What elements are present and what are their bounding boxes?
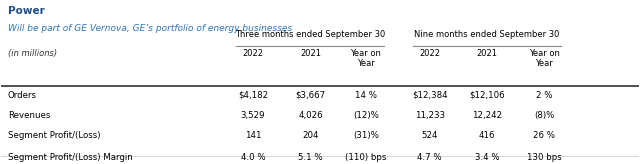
Text: (8)%: (8)% <box>534 111 554 120</box>
Text: $4,182: $4,182 <box>238 91 268 100</box>
Text: Orders: Orders <box>8 91 36 100</box>
Text: Segment Profit/(Loss) Margin: Segment Profit/(Loss) Margin <box>8 153 132 162</box>
Text: 26 %: 26 % <box>533 131 556 140</box>
Text: 141: 141 <box>245 131 261 140</box>
Text: Segment Profit/(Loss): Segment Profit/(Loss) <box>8 131 100 140</box>
Text: (in millions): (in millions) <box>8 49 57 58</box>
Text: 4.0 %: 4.0 % <box>241 153 266 162</box>
Text: Power: Power <box>8 6 45 16</box>
Text: 2022: 2022 <box>419 49 440 58</box>
Text: 3,529: 3,529 <box>241 111 266 120</box>
Text: 3.4 %: 3.4 % <box>475 153 499 162</box>
Text: (12)%: (12)% <box>353 111 379 120</box>
Text: Year on
Year: Year on Year <box>351 49 381 68</box>
Text: 4.7 %: 4.7 % <box>417 153 442 162</box>
Text: Year on
Year: Year on Year <box>529 49 560 68</box>
Text: $12,106: $12,106 <box>469 91 505 100</box>
Text: 4,026: 4,026 <box>298 111 323 120</box>
Text: 12,242: 12,242 <box>472 111 502 120</box>
Text: 2022: 2022 <box>243 49 264 58</box>
Text: Nine months ended September 30: Nine months ended September 30 <box>414 30 559 39</box>
Text: 2021: 2021 <box>476 49 497 58</box>
Text: 2021: 2021 <box>300 49 321 58</box>
Text: 14 %: 14 % <box>355 91 377 100</box>
Text: 11,233: 11,233 <box>415 111 445 120</box>
Text: 5.1 %: 5.1 % <box>298 153 323 162</box>
Text: 416: 416 <box>479 131 495 140</box>
Text: $3,667: $3,667 <box>296 91 326 100</box>
Text: 524: 524 <box>421 131 438 140</box>
Text: Will be part of GE Vernova, GE’s portfolio of energy businesses: Will be part of GE Vernova, GE’s portfol… <box>8 24 292 33</box>
Text: (110) bps: (110) bps <box>345 153 387 162</box>
Text: Revenues: Revenues <box>8 111 50 120</box>
Text: 130 bps: 130 bps <box>527 153 562 162</box>
Text: 204: 204 <box>302 131 319 140</box>
Text: Three months ended September 30: Three months ended September 30 <box>235 30 385 39</box>
Text: $12,384: $12,384 <box>412 91 447 100</box>
Text: 2 %: 2 % <box>536 91 552 100</box>
Text: (31)%: (31)% <box>353 131 379 140</box>
